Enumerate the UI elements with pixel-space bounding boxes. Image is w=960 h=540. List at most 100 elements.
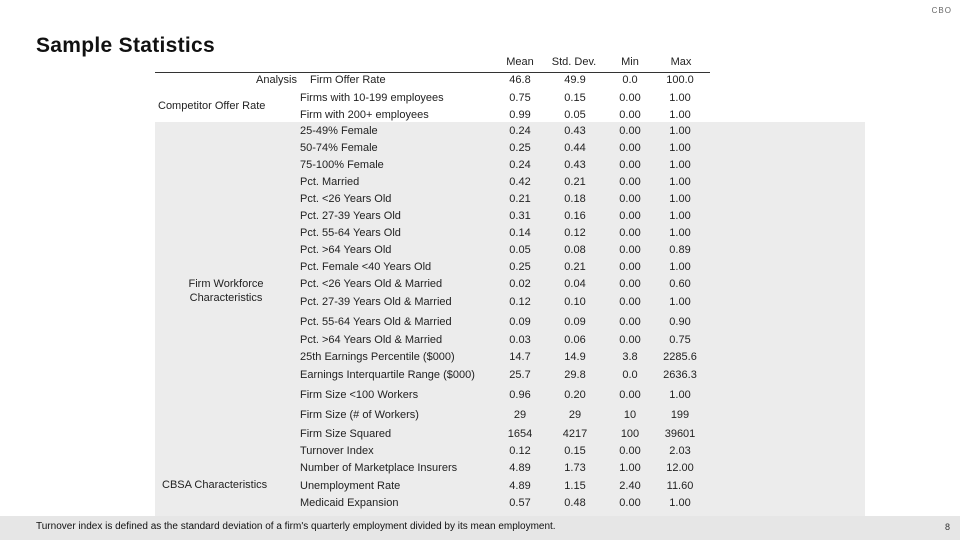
cell-sd: 0.06 <box>564 334 586 346</box>
cell-sd: 0.08 <box>564 244 586 256</box>
cell-sd: 0.15 <box>564 445 586 457</box>
row-label: Pct. 55-64 Years Old <box>300 227 401 239</box>
row-label: Firm with 200+ employees <box>300 109 429 121</box>
table-background <box>155 122 865 517</box>
cell-min: 0.00 <box>619 278 641 290</box>
group-label-workforce: Firm Workforce Characteristics <box>188 278 264 304</box>
cell-min: 3.8 <box>622 351 638 363</box>
group-label-competitor: Competitor Offer Rate <box>158 100 266 112</box>
cell-max: 1.00 <box>669 389 691 401</box>
cell-sd: 0.16 <box>564 210 586 222</box>
cell-min: 0.00 <box>619 316 641 328</box>
cell-min: 0.00 <box>619 244 641 256</box>
cell-max: 2.03 <box>669 445 691 457</box>
cell-max: 0.89 <box>669 244 691 256</box>
cell-sd: 29.8 <box>564 369 586 381</box>
cell-mean: 1654 <box>507 428 533 440</box>
group-label-cbsa: CBSA Characteristics <box>162 479 268 491</box>
row-label: Pct. <26 Years Old & Married <box>300 278 443 290</box>
row-label: Firm Size (# of Workers) <box>300 409 419 421</box>
cell-mean: 0.03 <box>509 334 531 346</box>
row-label: Pct. 27-39 Years Old <box>300 210 401 222</box>
cell-min: 0.0 <box>622 369 638 381</box>
cell-mean: 0.96 <box>509 389 531 401</box>
page-number: 8 <box>944 522 950 532</box>
cell-min: 0.00 <box>619 227 641 239</box>
cell-min: 0.00 <box>619 389 641 401</box>
cell-mean: 0.25 <box>509 142 531 154</box>
cbo-logo: CBO <box>931 6 952 15</box>
cell-mean: 0.12 <box>509 296 531 308</box>
cell-mean: 0.24 <box>509 159 531 171</box>
cell-mean: 0.02 <box>509 278 531 290</box>
row-label: Number of Marketplace Insurers <box>300 462 458 474</box>
cell-mean: 0.75 <box>509 92 531 104</box>
cell-max: 199 <box>670 409 690 421</box>
cell-min: 0.00 <box>619 142 641 154</box>
cell-max: 1.00 <box>669 497 691 509</box>
row-label: Firms with 10-199 employees <box>300 92 444 104</box>
cell-mean: 0.05 <box>509 244 531 256</box>
cell-min: 100 <box>620 428 640 440</box>
cell-sd: 1.15 <box>564 480 586 492</box>
cell-max: 100.0 <box>666 74 694 86</box>
cell-min: 0.00 <box>619 125 641 137</box>
cell-sd: 0.15 <box>564 92 586 104</box>
row-label: Pct. >64 Years Old & Married <box>300 334 443 346</box>
row-label: Unemployment Rate <box>300 480 401 492</box>
column-header-mean: Mean <box>506 56 534 68</box>
cell-max: 1.00 <box>669 176 691 188</box>
cell-max: 0.75 <box>669 334 691 346</box>
row-label: Pct. 55-64 Years Old & Married <box>300 316 452 328</box>
row-label: Firm Size Squared <box>300 428 392 440</box>
cell-max: 12.00 <box>666 462 694 474</box>
cell-mean: 0.09 <box>509 316 531 328</box>
cell-max: 0.90 <box>669 316 691 328</box>
cell-min: 0.00 <box>619 176 641 188</box>
cell-mean: 0.42 <box>509 176 531 188</box>
cell-sd: 4217 <box>562 428 588 440</box>
cell-max: 1.00 <box>669 125 691 137</box>
cell-max: 1.00 <box>669 92 691 104</box>
cell-sd: 0.09 <box>564 316 586 328</box>
cell-min: 10 <box>623 409 637 421</box>
row-label: Pct. Female <40 Years Old <box>300 261 432 273</box>
cell-min: 0.00 <box>619 445 641 457</box>
cell-max: 0.60 <box>669 278 691 290</box>
footer-bar <box>0 516 960 540</box>
cell-sd: 0.04 <box>564 278 586 290</box>
column-header-max: Max <box>670 56 692 68</box>
cell-sd: 0.21 <box>564 261 586 273</box>
cell-sd: 0.48 <box>564 497 586 509</box>
row-label: 25-49% Female <box>300 125 378 137</box>
page-title: Sample Statistics <box>36 34 216 57</box>
cell-mean: 0.99 <box>509 109 531 121</box>
row-label: 50-74% Female <box>300 142 378 154</box>
cell-min: 0.00 <box>619 296 641 308</box>
cell-min: 0.00 <box>619 193 641 205</box>
cell-min: 0.00 <box>619 334 641 346</box>
cell-mean: 46.8 <box>509 74 531 86</box>
cell-sd: 0.18 <box>564 193 586 205</box>
cell-max: 1.00 <box>669 193 691 205</box>
cell-sd: 14.9 <box>564 351 586 363</box>
row-label: Pct. 27-39 Years Old & Married <box>300 296 452 308</box>
cell-mean: 0.24 <box>509 125 531 137</box>
row-label: Pct. Married <box>300 176 360 188</box>
row-label: Pct. <26 Years Old <box>300 193 392 205</box>
cell-max: 1.00 <box>669 109 691 121</box>
cell-sd: 0.43 <box>564 125 586 137</box>
cell-sd: 0.12 <box>564 227 586 239</box>
cell-mean: 25.7 <box>509 369 531 381</box>
row-label: 75-100% Female <box>300 159 384 171</box>
cell-min: 1.00 <box>619 462 641 474</box>
footnote: Turnover index is defined as the standar… <box>36 521 556 532</box>
cell-max: 1.00 <box>669 261 691 273</box>
cell-max: 2285.6 <box>663 351 697 363</box>
cell-min: 0.00 <box>619 109 641 121</box>
row-label: Firm Size <100 Workers <box>300 389 419 401</box>
cell-sd: 0.44 <box>564 142 586 154</box>
column-header-std-dev: Std. Dev. <box>551 56 597 68</box>
group-label-analysis: Analysis <box>256 74 297 86</box>
cell-sd: 0.43 <box>564 159 586 171</box>
